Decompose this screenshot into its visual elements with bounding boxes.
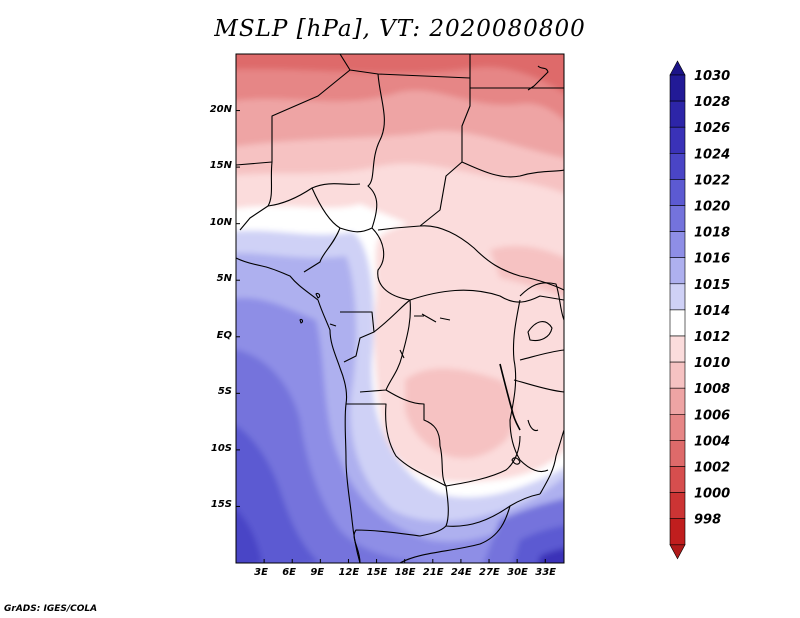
latitude-label: 5N <box>216 273 232 285</box>
colorbar-label: 1018 <box>694 226 730 241</box>
colorbar-label: 1010 <box>694 356 730 371</box>
colorbar-label: 1026 <box>694 121 730 136</box>
colorbar-swatch <box>669 283 686 311</box>
longitude-label: 33E <box>535 567 556 578</box>
colorbar-swatch <box>669 100 686 128</box>
longitude-label: 18E <box>394 567 416 578</box>
longitude-label: 3E <box>254 567 268 578</box>
colorbar-label: 1006 <box>694 408 730 423</box>
colorbar-swatch <box>669 387 686 415</box>
latitude-label: 10N <box>209 216 232 228</box>
colorbar-swatch <box>669 74 686 102</box>
colorbar-label: 1000 <box>694 487 730 502</box>
longitude-label: 21E <box>422 567 444 578</box>
latitude-label: 15N <box>209 160 232 172</box>
colorbar-label: 1028 <box>694 95 730 110</box>
colorbar: 1030 1028 1026 1024 1022 1020 1018 1016 1015 1014… <box>669 60 730 560</box>
colorbar-label: 1002 <box>694 461 730 476</box>
latitude-label: EQ <box>216 329 232 341</box>
colorbar-swatch <box>669 179 686 206</box>
map-frame <box>235 53 565 564</box>
colorbar-swatch <box>669 126 686 154</box>
colorbar-label: 1022 <box>694 173 730 188</box>
colorbar-swatch <box>669 466 686 493</box>
colorbar-bottom-arrow <box>669 544 686 560</box>
colorbar-swatch <box>669 257 686 285</box>
colorbar-swatch <box>669 153 686 180</box>
longitude-label: 6E <box>282 567 297 578</box>
colorbar-swatch <box>669 309 686 337</box>
colorbar-label: 1004 <box>694 434 730 449</box>
plot-title: MSLP [hPa], VT: 2020080800 <box>214 16 586 42</box>
colorbar-swatch <box>669 361 686 389</box>
longitude-label: 27E <box>479 567 500 578</box>
colorbar-label: 1012 <box>694 330 730 345</box>
country-borders <box>236 54 564 563</box>
latitude-label: 5S <box>217 386 232 398</box>
colorbar-swatch <box>669 440 686 467</box>
longitude-label: 12E <box>338 567 360 578</box>
pressure-field <box>236 54 564 563</box>
colorbar-swatch <box>669 518 686 546</box>
longitude-label: 30E <box>507 567 528 578</box>
colorbar-label: 998 <box>694 513 721 528</box>
colorbar-swatch <box>669 205 686 232</box>
longitude-label: 24E <box>450 567 472 578</box>
colorbar-label: 1015 <box>694 278 730 293</box>
longitude-label: 15E <box>366 567 388 578</box>
colorbar-top-arrow <box>669 60 686 76</box>
latitude-label: 10S <box>210 442 232 454</box>
colorbar-label: 1014 <box>694 304 730 319</box>
colorbar-swatch <box>669 335 686 363</box>
colorbar-label: 1030 <box>694 69 730 84</box>
axis-ticks <box>236 110 546 563</box>
longitude-label: 9E <box>310 567 325 578</box>
colorbar-swatch <box>669 492 686 520</box>
latitude-label: 20N <box>209 103 232 115</box>
colorbar-swatch <box>669 413 686 441</box>
colorbar-label: 1024 <box>694 147 730 162</box>
colorbar-label: 1020 <box>694 200 730 215</box>
latitude-label: 15S <box>210 499 232 511</box>
footer-credit: GrADS: IGES/COLA <box>4 604 98 614</box>
colorbar-label: 1008 <box>694 382 730 397</box>
colorbar-label: 1016 <box>694 252 730 267</box>
colorbar-swatch <box>669 231 686 259</box>
